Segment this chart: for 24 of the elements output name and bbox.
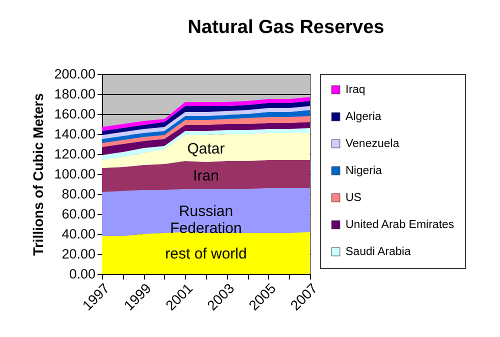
series-label: Qatar <box>187 140 225 158</box>
series-label: Iran <box>193 168 219 184</box>
y-tick-label: 80.00 <box>62 186 96 202</box>
y-tick-label: 140.00 <box>54 126 96 142</box>
y-tick-label: 100.00 <box>54 166 96 182</box>
y-tick-label: 40.00 <box>62 226 96 242</box>
legend-label: Nigeria <box>346 164 383 177</box>
series-label: rest of world <box>165 246 247 262</box>
y-tick-label: 60.00 <box>62 206 96 222</box>
y-tick-label: 0.00 <box>69 266 96 282</box>
legend-label: Algeria <box>346 110 382 123</box>
y-tick-label: 160.00 <box>54 106 96 122</box>
legend-label: US <box>346 192 362 204</box>
y-tick-label: 200.00 <box>54 66 96 82</box>
legend-label: Iraq <box>346 84 366 96</box>
y-tick-label: 180.00 <box>54 86 96 102</box>
chart-title: Natural Gas Reserves <box>188 17 384 38</box>
legend-label: Saudi Arabia <box>346 246 412 258</box>
y-tick-label: 20.00 <box>62 246 96 262</box>
y-tick-label: 120.00 <box>54 146 96 162</box>
legend-label: United Arab Emirates <box>346 218 454 231</box>
y-axis-title: Trillions of Cubic Meters <box>30 93 46 256</box>
series-label: Russian Federation <box>170 203 242 237</box>
legend-label: Venezuela <box>346 138 400 150</box>
